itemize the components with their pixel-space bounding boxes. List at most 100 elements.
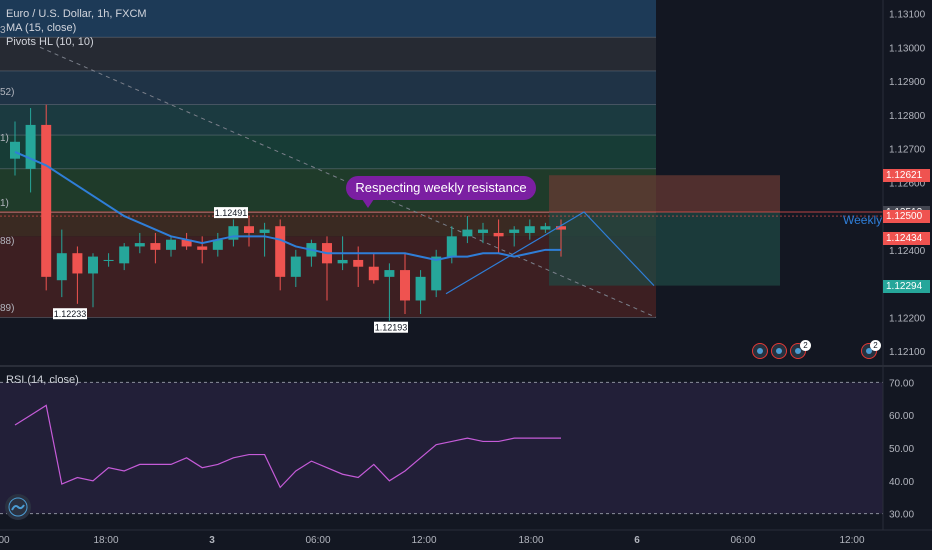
rsi-tick-label: 30.00 <box>889 510 914 521</box>
time-tick-label: 6 <box>634 535 640 546</box>
candle-body <box>197 246 208 250</box>
pivot-zone <box>0 0 656 38</box>
price-tick-label: 1.12400 <box>889 246 926 257</box>
alert-count-badge: 2 <box>800 340 811 351</box>
price-tag: 1.12294 <box>883 279 930 293</box>
price-tag: 1.12621 <box>883 169 930 183</box>
rsi-legend[interactable]: RSI (14, close) <box>6 374 79 386</box>
pivot-edge-label: 1) <box>0 133 9 144</box>
candle-body <box>25 124 36 169</box>
pivot-zone <box>0 70 656 105</box>
price-tag: 1.12500 <box>883 210 930 224</box>
pivot-zone <box>0 104 656 136</box>
rsi-line <box>14 404 561 489</box>
alert-icon[interactable] <box>771 343 787 359</box>
candle-body <box>72 253 83 274</box>
price-tick-label: 1.13000 <box>889 43 926 54</box>
candle-body <box>228 226 239 240</box>
rsi-tick-label: 50.00 <box>889 444 914 455</box>
time-tick-label: 06:00 <box>305 535 330 546</box>
price-tag: 1.12434 <box>883 232 930 246</box>
candle-body <box>41 124 52 277</box>
time-tick-label: 06:00 <box>730 535 755 546</box>
rsi-tick-label: 70.00 <box>889 378 914 389</box>
candle-body <box>134 243 145 247</box>
candle-body <box>103 259 114 261</box>
candle-body <box>524 226 535 233</box>
rsi-tick-label: 60.00 <box>889 411 914 422</box>
symbol-legend[interactable]: Euro / U.S. Dollar, 1h, FXCM <box>6 8 147 20</box>
candle-body <box>384 270 395 277</box>
time-tick-label: 18:00 <box>93 535 118 546</box>
candle-body <box>540 226 551 230</box>
candle-body <box>212 239 223 250</box>
pivot-zone <box>0 212 656 237</box>
weekly-label: Weekly <box>843 213 883 227</box>
candle-body <box>290 256 301 277</box>
target-zone <box>549 212 780 286</box>
alert-icon[interactable] <box>752 343 768 359</box>
candle-body <box>431 256 442 291</box>
pivot-zone <box>0 135 656 169</box>
time-tick-label: 00 <box>0 535 10 546</box>
price-tick-label: 1.12700 <box>889 145 926 156</box>
candle-body <box>509 229 520 233</box>
candle-body <box>462 229 473 237</box>
candle-body <box>400 270 410 301</box>
time-tick-label: 3 <box>209 535 215 546</box>
price-tick-label: 1.12900 <box>889 77 926 88</box>
candle-body <box>244 226 254 233</box>
pivot-edge-label: 1) <box>0 198 9 209</box>
pivots-legend[interactable]: Pivots HL (10, 10) <box>6 36 94 48</box>
time-tick-label: 12:00 <box>839 535 864 546</box>
pivot-label: 1.12491 <box>215 208 248 218</box>
candle-body <box>493 232 504 237</box>
candle-body <box>275 226 286 277</box>
candles-layer <box>10 104 566 321</box>
candle-body <box>166 239 176 250</box>
pivot-edge-label: 52) <box>0 87 14 98</box>
candle-body <box>56 253 67 281</box>
pivot-edge-label: 88) <box>0 236 14 247</box>
candle-body <box>556 226 566 230</box>
alert-count-badge: 2 <box>870 340 881 351</box>
ma-legend[interactable]: MA (15, close) <box>6 22 77 34</box>
candle-body <box>119 246 130 264</box>
candle-body <box>446 236 457 257</box>
projection-path <box>445 211 655 295</box>
candle-body <box>259 229 270 233</box>
candle-body <box>478 229 488 233</box>
candle-body <box>368 266 379 281</box>
pivot-label-box <box>374 321 408 333</box>
candle-body <box>88 256 98 274</box>
pivot-label: 1.12233 <box>54 309 87 319</box>
stop-zone <box>549 175 780 213</box>
ma-line <box>14 151 561 261</box>
candle-body <box>181 239 192 247</box>
candle-body <box>415 276 426 301</box>
price-tick-label: 1.12600 <box>889 178 926 189</box>
price-tick-label: 1.12800 <box>889 111 926 122</box>
rsi-band <box>0 382 883 514</box>
pivot-label-box <box>53 308 87 320</box>
chart-settings-button[interactable] <box>5 494 31 520</box>
candle-body <box>353 259 364 267</box>
annotation-callout[interactable]: Respecting weekly resistance <box>346 176 536 208</box>
pivot-label: 1.12193 <box>375 323 408 333</box>
time-tick-label: 18:00 <box>518 535 543 546</box>
pivot-edge-label: 89) <box>0 303 14 314</box>
chart-logo-icon <box>8 497 28 517</box>
background-layer <box>0 0 883 514</box>
candle-body <box>337 259 348 264</box>
pivot-label-box <box>214 207 248 219</box>
price-tick-label: 1.13100 <box>889 10 926 21</box>
time-tick-label: 12:00 <box>411 535 436 546</box>
candle-body <box>150 243 161 250</box>
pivot-zone <box>0 37 656 71</box>
overlay-layer: 1.12491 1.12233 1.12193 <box>14 151 655 489</box>
candle-body <box>10 141 20 159</box>
price-tick-label: 1.12200 <box>889 313 926 324</box>
